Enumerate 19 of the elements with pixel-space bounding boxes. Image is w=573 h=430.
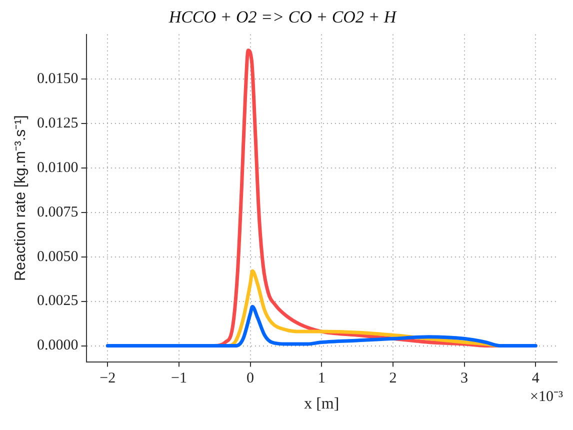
y-tick-label: 0.0000 [37, 338, 78, 354]
y-tick-label: 0.0025 [37, 293, 78, 310]
y-tick-label: 0.0100 [37, 160, 78, 176]
x-tick-label: 3 [460, 370, 468, 387]
x-tick-label: 1 [318, 370, 326, 387]
y-tick-label: 0.0050 [37, 248, 78, 265]
y-tick-label: 0.0125 [37, 115, 78, 132]
text: ×10⁻³ [530, 389, 564, 406]
x-tick-label: 2 [389, 370, 397, 387]
x-tick-label: −1 [170, 370, 187, 387]
x-axis-title: x [m] [304, 396, 340, 413]
line-series [106, 304, 538, 348]
y-tick-label: 0.0075 [37, 204, 78, 220]
x-tick-label: −2 [100, 370, 116, 387]
chart-title: HCCO + O2 => CO + CO2 + H [168, 8, 398, 27]
y-tick-label: 0.0150 [37, 70, 78, 87]
x-tick-label: 4 [532, 370, 540, 387]
x-tick-label: 0 [246, 370, 254, 387]
y-axis-title: Reaction rate [kg.m⁻³.s⁻¹] [12, 115, 30, 282]
